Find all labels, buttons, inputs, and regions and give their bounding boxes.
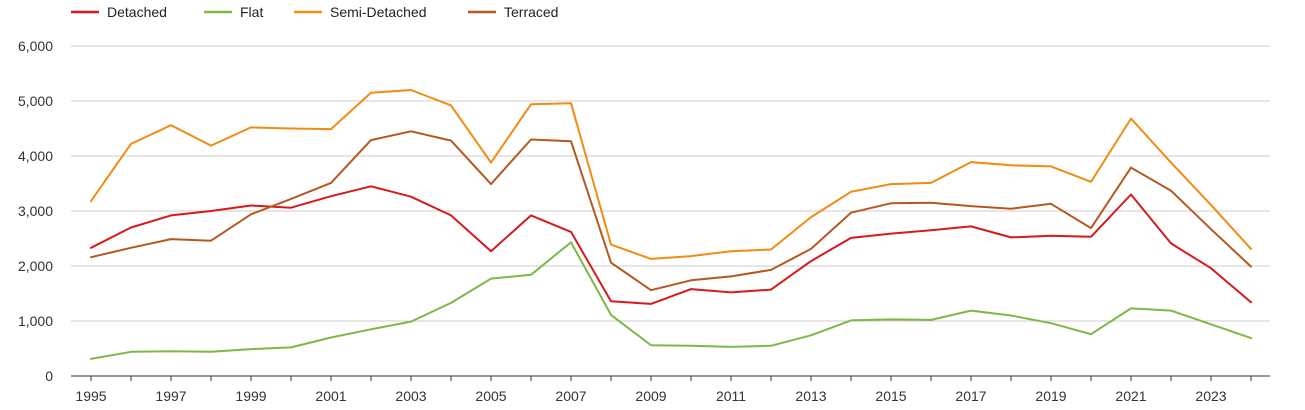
x-tick-label: 2003 — [395, 388, 426, 404]
series-line-semi-detached — [90, 89, 1252, 260]
x-tick-label: 1999 — [235, 388, 266, 404]
y-tick-label: 3,000 — [18, 203, 53, 219]
legend-label: Semi-Detached — [330, 4, 427, 20]
x-tick-label: 2013 — [795, 388, 826, 404]
x-tick-label: 2017 — [955, 388, 986, 404]
x-tick-label: 2015 — [875, 388, 906, 404]
x-tick-label: 2019 — [1035, 388, 1066, 404]
x-axis: 1995 1997 1999 2001 2003 2005 2007 2009 2011 2013… — [71, 375, 1270, 404]
y-tick-label: 2,000 — [18, 258, 53, 274]
x-tick-label: 2009 — [635, 388, 666, 404]
series-line-flat — [90, 241, 1252, 360]
y-axis-tick-labels: 0 1,000 2,000 3,000 4,000 5,000 6,000 — [18, 38, 53, 384]
y-tick-label: 5,000 — [18, 93, 53, 109]
x-tick-label: 1995 — [75, 388, 106, 404]
legend-label: Terraced — [504, 4, 558, 20]
y-tick-label: 4,000 — [18, 148, 53, 164]
series-line-terraced — [90, 130, 1252, 292]
x-tick-label: 2023 — [1195, 388, 1226, 404]
gridlines — [71, 45, 1270, 322]
x-tick-label: 1997 — [155, 388, 186, 404]
x-tick-label: 2001 — [315, 388, 346, 404]
legend: Detached Flat Semi-Detached Terraced — [71, 4, 558, 20]
series-line-detached — [90, 185, 1252, 305]
y-tick-label: 1,000 — [18, 313, 53, 329]
x-tick-label: 2021 — [1115, 388, 1146, 404]
series-lines — [90, 89, 1252, 360]
y-tick-label: 0 — [45, 368, 53, 384]
legend-label: Flat — [240, 4, 263, 20]
x-tick-label: 2007 — [555, 388, 586, 404]
x-tick-label: 2011 — [716, 388, 746, 404]
x-tick-label: 2005 — [475, 388, 506, 404]
y-tick-label: 6,000 — [18, 38, 53, 54]
legend-label: Detached — [107, 4, 167, 20]
